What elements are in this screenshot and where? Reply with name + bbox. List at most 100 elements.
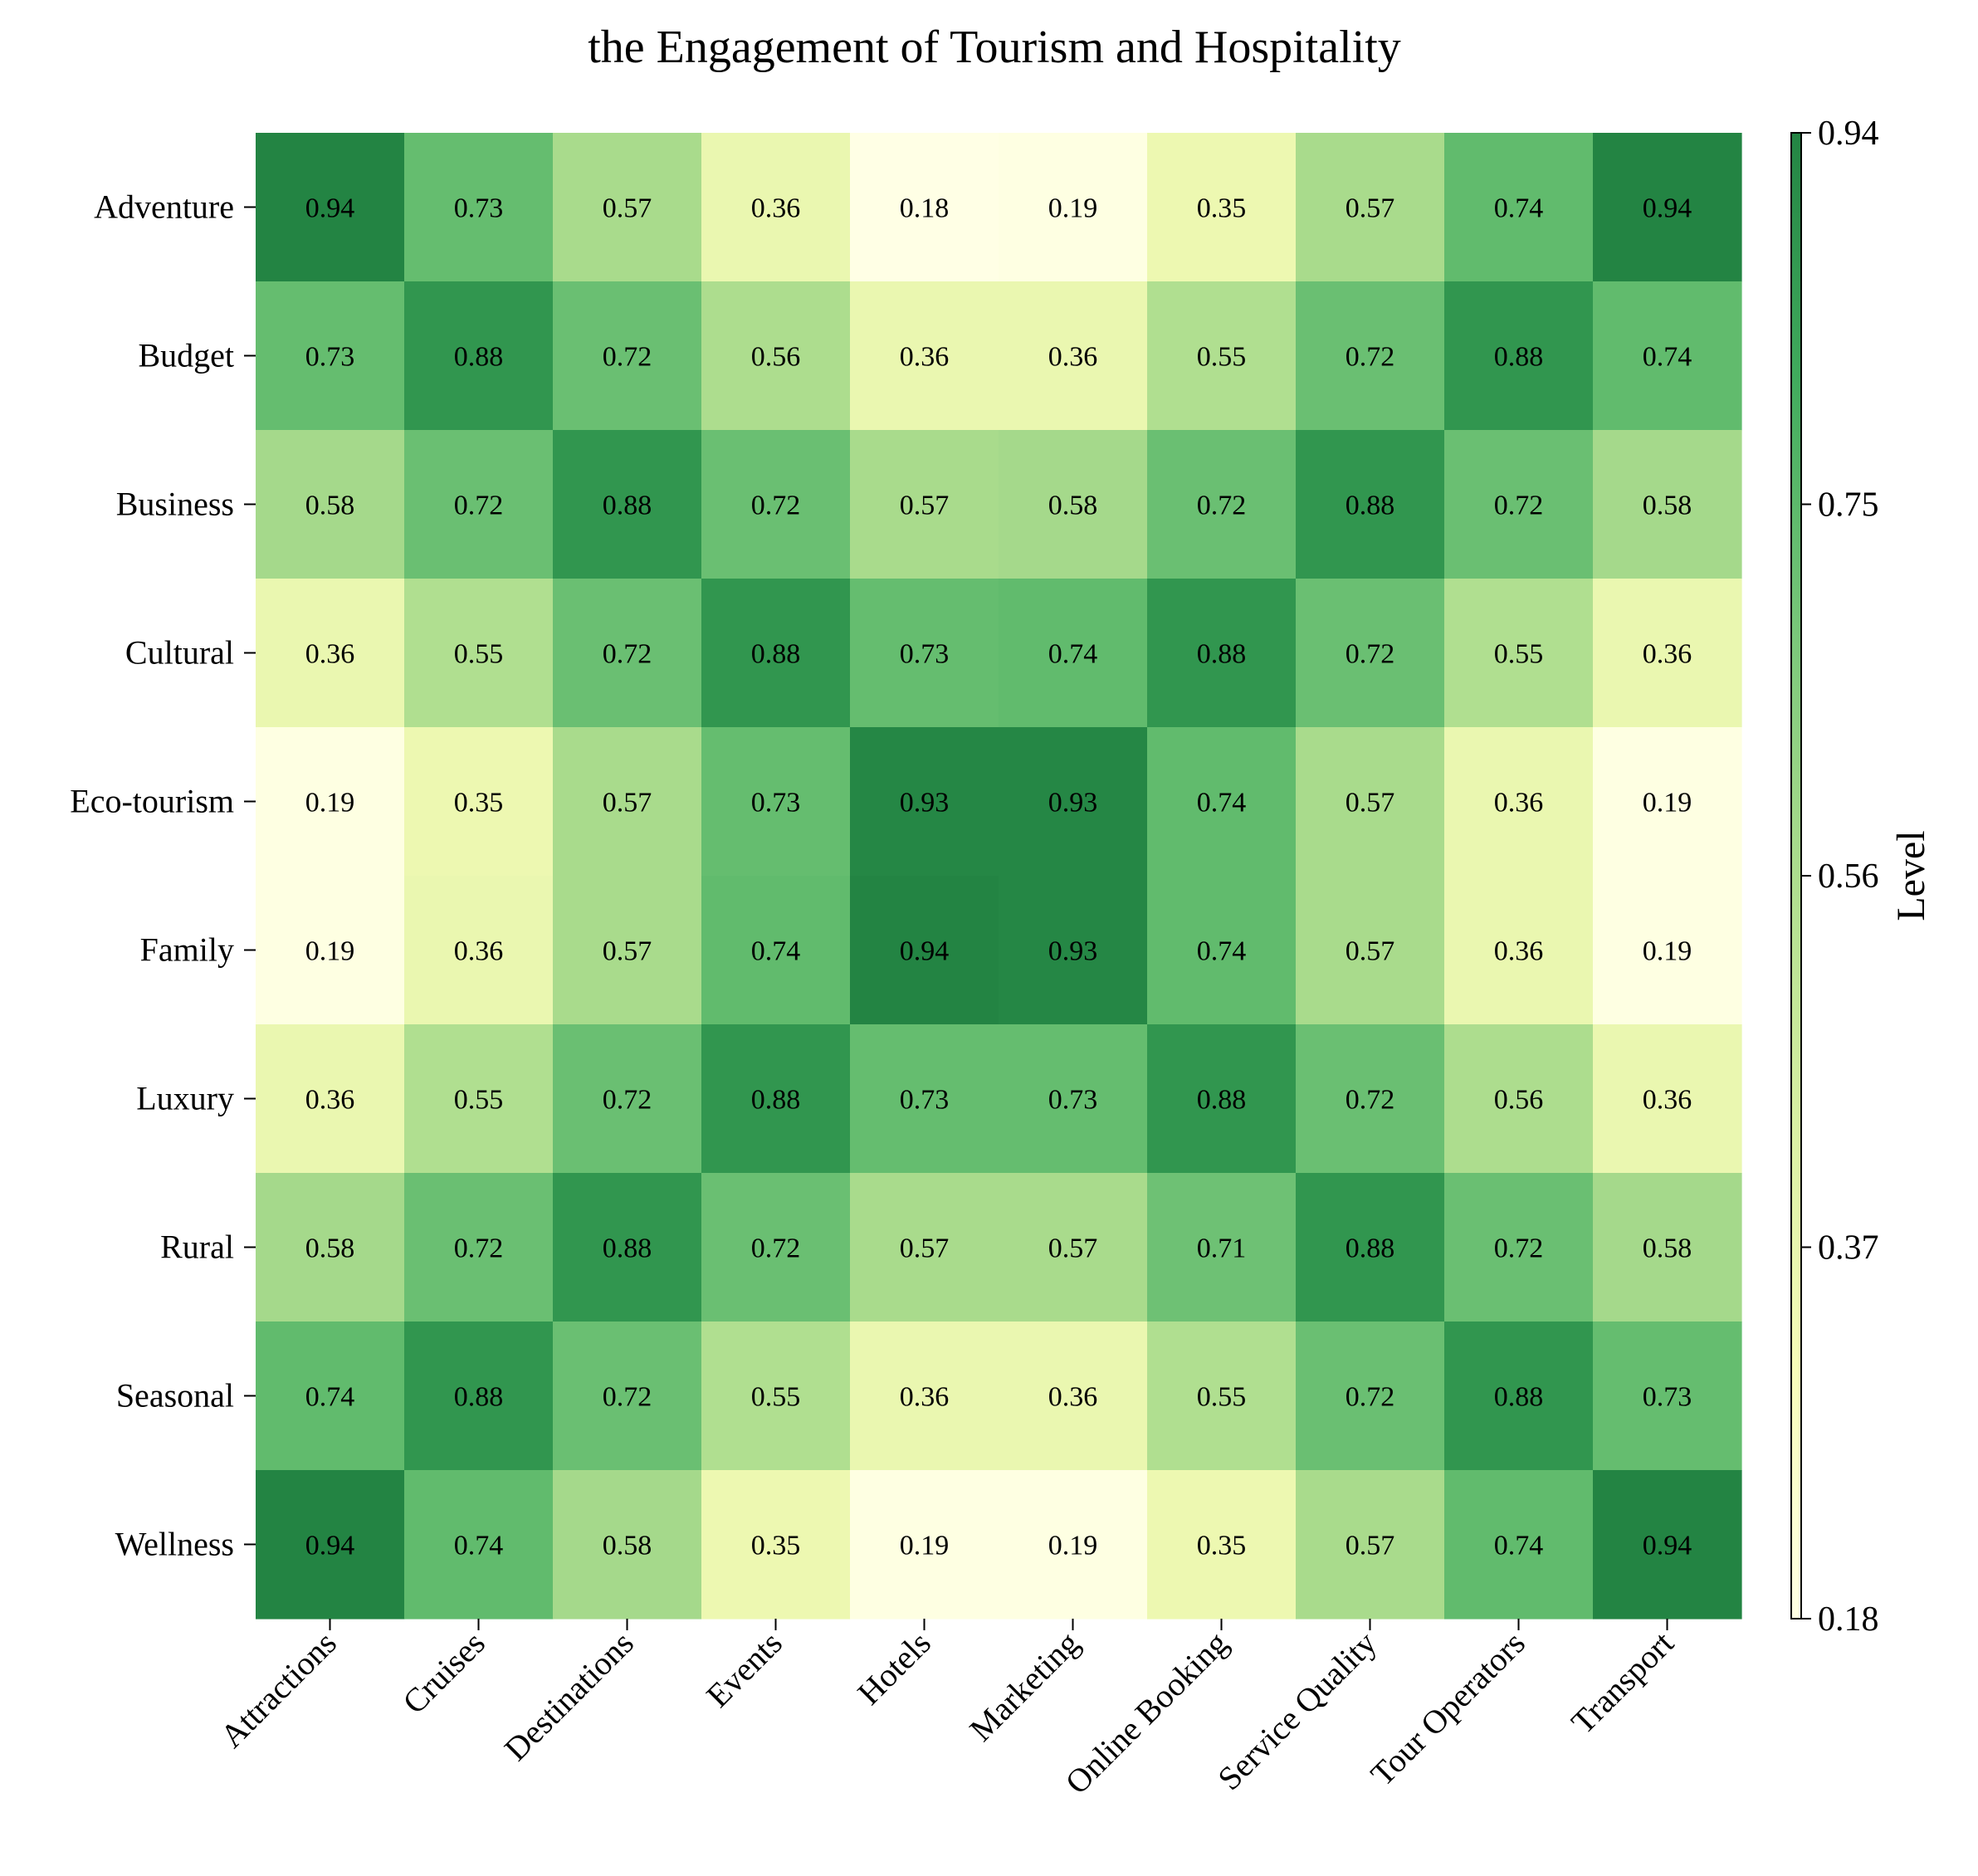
- heatmap-cell: [999, 281, 1148, 431]
- row-label: Eco-tourism: [70, 783, 234, 820]
- cell-value-label: 0.36: [900, 342, 950, 373]
- cell-value-label: 0.94: [1643, 193, 1692, 224]
- heatmap-cell: [1593, 727, 1742, 877]
- cell-value-label: 0.57: [603, 936, 652, 967]
- cell-value-label: 0.72: [1346, 639, 1395, 670]
- cell-value-label: 0.19: [900, 1531, 950, 1561]
- cell-value-label: 0.74: [305, 1382, 355, 1413]
- colorbar-tick-label: 0.94: [1818, 115, 1879, 153]
- cell-value-label: 0.73: [1048, 1085, 1098, 1116]
- heatmap-cell: [701, 1024, 851, 1174]
- heatmap-cell: [404, 430, 554, 579]
- heatmap-cell: [1593, 1173, 1742, 1322]
- heatmap-cell: [404, 1024, 554, 1174]
- row-label: Luxury: [136, 1080, 234, 1117]
- heatmap-cell: [404, 727, 554, 877]
- heatmap-cell: [999, 876, 1148, 1025]
- cell-value-label: 0.88: [1346, 491, 1395, 521]
- chart-title: the Engagement of Tourism and Hospitalit…: [588, 22, 1401, 73]
- cell-value-label: 0.74: [1197, 788, 1247, 818]
- heatmap-cell: [1296, 1024, 1445, 1174]
- cell-value-label: 0.73: [900, 639, 950, 670]
- cell-value-label: 0.72: [1494, 1234, 1544, 1264]
- cell-value-label: 0.57: [1346, 788, 1395, 818]
- heatmap-cell: [1296, 876, 1445, 1025]
- row-label: Business: [116, 486, 234, 523]
- heatmap-cell: [256, 579, 405, 728]
- heatmap-cell: [256, 133, 405, 282]
- cell-value-label: 0.88: [1197, 639, 1247, 670]
- heatmap-cell: [701, 1173, 851, 1322]
- cell-value-label: 0.57: [1346, 193, 1395, 224]
- row-label: Wellness: [115, 1526, 234, 1563]
- cell-value-label: 0.55: [1494, 639, 1544, 670]
- cell-value-label: 0.74: [1494, 1531, 1544, 1561]
- heatmap-cell: [256, 1173, 405, 1322]
- heatmap-cell: [256, 1470, 405, 1620]
- heatmap-cell: [256, 1024, 405, 1174]
- heatmap-cell: [404, 876, 554, 1025]
- heatmap-cell: [404, 579, 554, 728]
- row-label: Family: [140, 931, 234, 969]
- heatmap-cell: [850, 281, 999, 431]
- cell-value-label: 0.57: [1346, 1531, 1395, 1561]
- cell-value-label: 0.35: [1197, 1531, 1247, 1561]
- heatmap-cell: [1296, 1173, 1445, 1322]
- heatmap-cell: [701, 1470, 851, 1620]
- heatmap-cell: [1593, 1470, 1742, 1620]
- row-label: Seasonal: [116, 1377, 234, 1414]
- cell-value-label: 0.88: [603, 491, 652, 521]
- cell-value-label: 0.19: [305, 788, 355, 818]
- cell-value-label: 0.36: [1494, 788, 1544, 818]
- cell-value-label: 0.36: [305, 639, 355, 670]
- cell-value-label: 0.74: [751, 936, 801, 967]
- cell-value-label: 0.88: [1197, 1085, 1247, 1116]
- cell-value-label: 0.36: [900, 1382, 950, 1413]
- cell-value-label: 0.72: [1346, 342, 1395, 373]
- cell-value-label: 0.73: [900, 1085, 950, 1116]
- cell-value-label: 0.58: [1643, 491, 1692, 521]
- heatmap-cell: [999, 1024, 1148, 1174]
- cell-value-label: 0.93: [1048, 788, 1098, 818]
- heatmap-cell: [701, 430, 851, 579]
- cell-value-label: 0.56: [751, 342, 801, 373]
- cell-value-label: 0.72: [454, 491, 504, 521]
- cell-value-label: 0.58: [1643, 1234, 1692, 1264]
- cell-value-label: 0.55: [1197, 342, 1247, 373]
- cell-value-label: 0.88: [751, 1085, 801, 1116]
- heatmap-cell: [999, 727, 1148, 877]
- colorbar-label: Level: [1889, 830, 1933, 921]
- heatmap-cell: [850, 1322, 999, 1471]
- heatmap-cell: [1147, 1322, 1297, 1471]
- column-label: Marketing: [962, 1624, 1087, 1749]
- cell-value-label: 0.57: [900, 1234, 950, 1264]
- heatmap-cell: [1444, 1470, 1594, 1620]
- cell-value-label: 0.55: [751, 1382, 801, 1413]
- cell-value-label: 0.94: [1643, 1531, 1692, 1561]
- cell-value-label: 0.93: [1048, 936, 1098, 967]
- heatmap-cell: [850, 1173, 999, 1322]
- heatmap-cell: [1593, 1024, 1742, 1174]
- heatmap-cell: [404, 1470, 554, 1620]
- cell-value-label: 0.72: [603, 342, 652, 373]
- cell-value-label: 0.74: [1048, 639, 1098, 670]
- heatmap-cell: [1444, 1322, 1594, 1471]
- heatmap-cell: [701, 133, 851, 282]
- heatmap-cell: [553, 1024, 702, 1174]
- heatmap-cell: [850, 727, 999, 877]
- cell-value-label: 0.55: [454, 1085, 504, 1116]
- heatmap-cell: [1444, 1173, 1594, 1322]
- heatmap-cell: [850, 1470, 999, 1620]
- heatmap-cell: [256, 727, 405, 877]
- heatmap-cells: 0.94 0.73 0.57 0.36 0.18 0.19 0.35 0.57 0.74 0.94…: [256, 133, 1742, 1620]
- cell-value-label: 0.35: [1197, 193, 1247, 224]
- heatmap-cell: [1296, 727, 1445, 877]
- heatmap-cell: [256, 876, 405, 1025]
- cell-value-label: 0.72: [1197, 491, 1247, 521]
- cell-value-label: 0.57: [1048, 1234, 1098, 1264]
- heatmap-cell: [701, 727, 851, 877]
- cell-value-label: 0.74: [1197, 936, 1247, 967]
- colorbar: 0.94 0.75 0.56 0.37 0.18 Level: [1790, 115, 1933, 1639]
- cell-value-label: 0.19: [1048, 1531, 1098, 1561]
- cell-value-label: 0.19: [1643, 936, 1692, 967]
